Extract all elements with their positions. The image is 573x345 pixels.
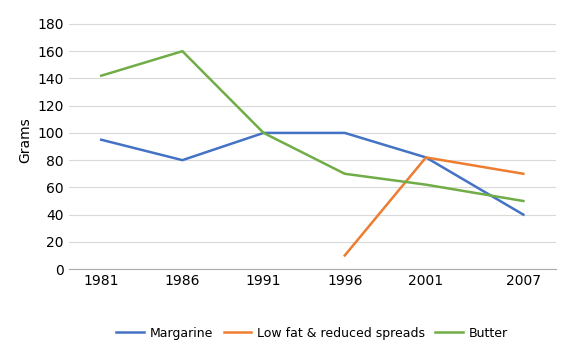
- Low fat & reduced spreads: [342, 254, 348, 258]
- Line: Low fat & reduced spreads: Low fat & reduced spreads: [345, 157, 523, 256]
- Margarine: [520, 213, 527, 217]
- Butter: [260, 131, 267, 135]
- Butter: [342, 172, 348, 176]
- Butter: [422, 183, 429, 187]
- Low fat & reduced spreads: [520, 172, 527, 176]
- Line: Margarine: Margarine: [101, 133, 523, 215]
- Legend: Margarine, Low fat & reduced spreads, Butter: Margarine, Low fat & reduced spreads, Bu…: [111, 322, 513, 345]
- Margarine: [98, 138, 105, 142]
- Margarine: [422, 155, 429, 159]
- Margarine: [179, 158, 186, 162]
- Butter: [179, 49, 186, 53]
- Low fat & reduced spreads: [422, 155, 429, 159]
- Butter: [98, 73, 105, 78]
- Line: Butter: Butter: [101, 51, 523, 201]
- Margarine: [342, 131, 348, 135]
- Margarine: [260, 131, 267, 135]
- Butter: [520, 199, 527, 203]
- Y-axis label: Grams: Grams: [18, 117, 32, 162]
